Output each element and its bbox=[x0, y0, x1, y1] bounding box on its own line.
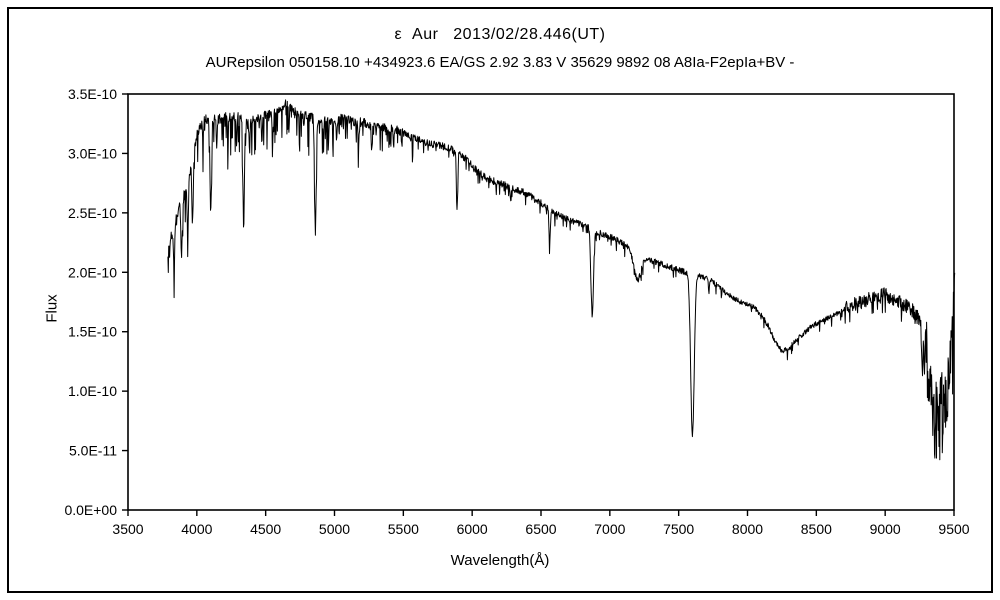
y-tick-label: 3.0E-10 bbox=[68, 145, 117, 161]
x-tick-label: 5500 bbox=[388, 521, 419, 537]
y-tick-label: 2.5E-10 bbox=[68, 205, 117, 221]
x-tick-label: 8500 bbox=[801, 521, 832, 537]
y-tick-label: 1.0E-10 bbox=[68, 383, 117, 399]
y-tick-label: 0.0E+00 bbox=[64, 502, 117, 518]
x-axis-label: Wavelength(Å) bbox=[450, 552, 550, 569]
x-tick-label: 5000 bbox=[319, 521, 350, 537]
x-tick-label: 6000 bbox=[457, 521, 488, 537]
x-tick-label: 4500 bbox=[250, 521, 281, 537]
plot-frame bbox=[127, 93, 955, 511]
x-tick-label: 4000 bbox=[181, 521, 212, 537]
x-tick-label: 9500 bbox=[938, 521, 969, 537]
y-tick-label: 5.0E-11 bbox=[69, 443, 117, 459]
y-tick-label: 1.5E-10 bbox=[68, 324, 117, 340]
x-tick-label: 7500 bbox=[663, 521, 694, 537]
x-tick-label: 6500 bbox=[525, 521, 556, 537]
chart-subtitle: AURepsilon 050158.10 +434923.6 EA/GS 2.9… bbox=[205, 54, 795, 71]
x-tick-label: 7000 bbox=[594, 521, 625, 537]
y-axis-label: Flux bbox=[43, 294, 61, 323]
y-tick-label: 3.5E-10 bbox=[68, 86, 117, 102]
spectrum-line bbox=[167, 99, 956, 461]
y-tick-label: 2.0E-10 bbox=[68, 264, 117, 280]
chart-title: ε Aur 2013/02/28.446(UT) bbox=[394, 26, 606, 43]
x-tick-label: 8000 bbox=[732, 521, 763, 537]
x-tick-label: 3500 bbox=[112, 521, 143, 537]
x-tick-label: 9000 bbox=[870, 521, 901, 537]
